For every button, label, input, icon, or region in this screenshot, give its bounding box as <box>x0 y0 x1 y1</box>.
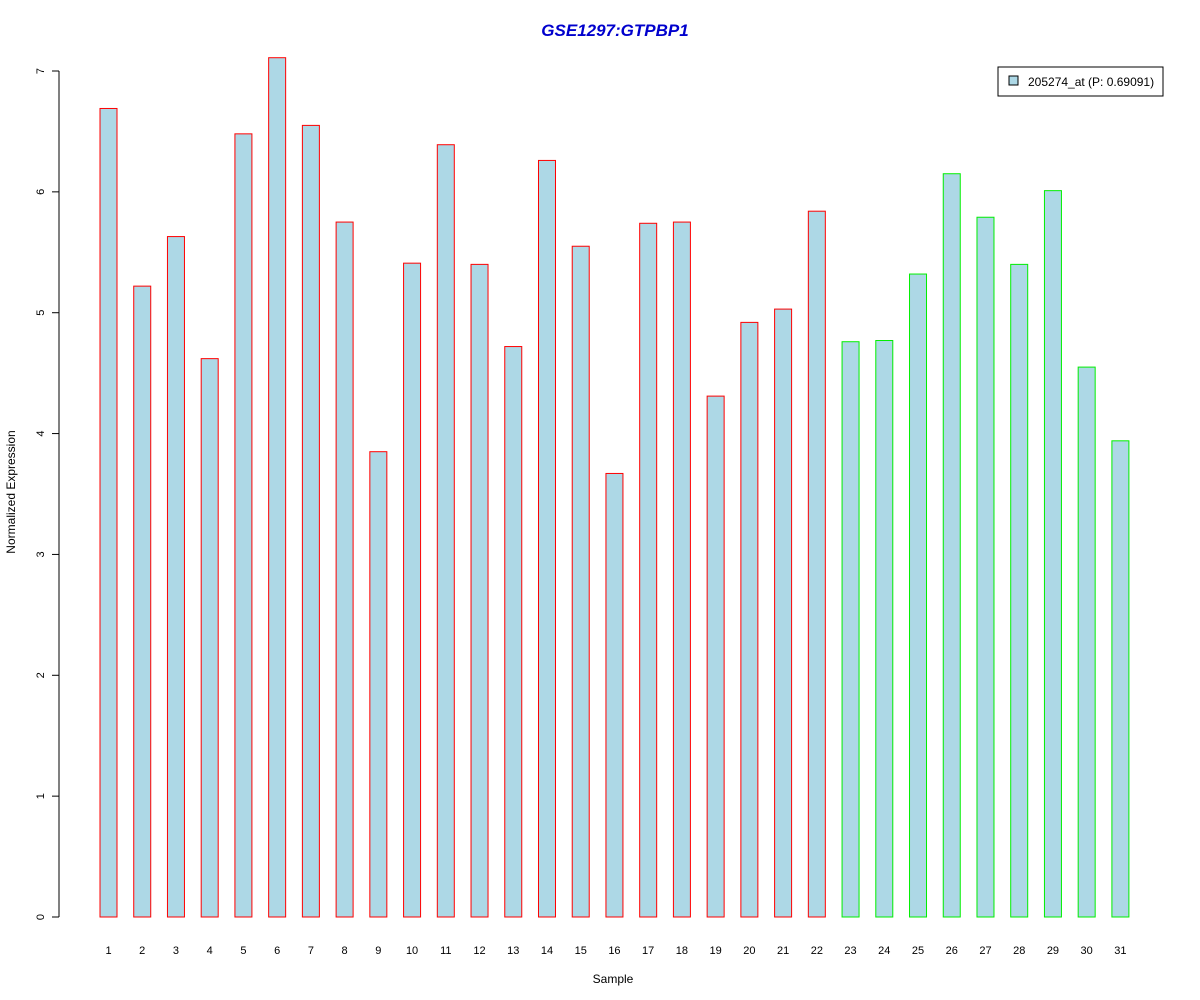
bar-sample-21 <box>774 308 793 918</box>
legend-swatch <box>1008 75 1019 86</box>
y-tick-label: 1 <box>35 793 47 799</box>
x-tick-label: 21 <box>777 945 789 957</box>
bar-sample-20 <box>740 321 759 918</box>
bar-sample-4 <box>200 358 219 918</box>
x-tick-label: 10 <box>406 945 418 957</box>
y-axis-title: Normalized Expression <box>4 430 18 553</box>
bar-sample-14 <box>537 159 556 918</box>
bar-sample-25 <box>909 273 928 918</box>
x-tick-label: 31 <box>1114 945 1126 957</box>
bar-sample-7 <box>301 124 320 918</box>
bar-sample-24 <box>875 340 894 918</box>
bar-sample-29 <box>1043 190 1062 918</box>
x-tick-label: 27 <box>979 945 991 957</box>
bar-sample-23 <box>841 341 860 918</box>
y-tick-label: 0 <box>35 914 47 920</box>
bar-sample-12 <box>470 263 489 918</box>
bar-sample-10 <box>403 262 422 918</box>
bar-sample-19 <box>706 395 725 918</box>
legend-box <box>997 66 1164 97</box>
bar-sample-9 <box>369 451 388 918</box>
x-tick-label: 28 <box>1013 945 1025 957</box>
bar-sample-3 <box>166 236 185 918</box>
x-tick-label: 24 <box>878 945 890 957</box>
x-tick-label: 5 <box>240 945 246 957</box>
x-tick-label: 13 <box>507 945 519 957</box>
x-tick-label: 20 <box>743 945 755 957</box>
x-tick-label: 6 <box>274 945 280 957</box>
bar-sample-8 <box>335 221 354 918</box>
bar-sample-2 <box>133 285 152 918</box>
x-tick-label: 15 <box>575 945 587 957</box>
y-tick-label: 2 <box>35 672 47 678</box>
x-tick-label: 3 <box>173 945 179 957</box>
y-tick-label: 4 <box>35 431 47 437</box>
bar-sample-26 <box>942 173 961 918</box>
chart-title: GSE1297:GTPBP1 <box>541 21 688 40</box>
bar-sample-13 <box>504 346 523 918</box>
x-tick-label: 7 <box>308 945 314 957</box>
bar-sample-5 <box>234 133 253 918</box>
bar-sample-16 <box>605 472 624 918</box>
bar-sample-17 <box>639 222 658 918</box>
bar-sample-22 <box>807 210 826 918</box>
x-tick-label: 11 <box>440 945 451 957</box>
x-tick-label: 12 <box>473 945 485 957</box>
x-tick-label: 9 <box>375 945 381 957</box>
y-tick-label: 7 <box>35 68 47 74</box>
bars <box>99 57 1130 918</box>
x-axis-title: Sample <box>593 972 634 986</box>
bar-sample-15 <box>571 245 590 918</box>
bar-sample-31 <box>1111 440 1130 918</box>
legend: 205274_at (P: 0.69091) <box>997 66 1164 97</box>
x-tick-label: 22 <box>811 945 823 957</box>
bar-sample-28 <box>1010 263 1029 918</box>
x-tick-label: 1 <box>105 945 111 957</box>
x-tick-label: 26 <box>946 945 958 957</box>
x-tick-label: 2 <box>139 945 145 957</box>
x-tick-label: 17 <box>642 945 654 957</box>
bar-sample-11 <box>436 144 455 918</box>
bar-sample-30 <box>1077 366 1096 918</box>
y-tick-label: 3 <box>35 551 47 557</box>
x-tick-label: 29 <box>1047 945 1059 957</box>
x-tick-labels: 1 2 3 4 5 6 7 8 9 10 11 12 13 14 15 16 17 18 19 20 21 22 23 24 2… <box>105 945 1126 957</box>
x-tick-label: 30 <box>1081 945 1093 957</box>
bar-sample-1 <box>99 107 118 918</box>
y-axis: 0 1 2 3 4 5 6 7 <box>35 68 60 920</box>
x-tick-label: 4 <box>207 945 213 957</box>
bar-sample-6 <box>268 57 287 918</box>
x-tick-label: 19 <box>710 945 722 957</box>
y-tick-label: 5 <box>35 310 47 316</box>
x-tick-label: 18 <box>676 945 688 957</box>
x-tick-label: 8 <box>342 945 348 957</box>
legend-label: 205274_at (P: 0.69091) <box>1028 75 1154 89</box>
x-tick-label: 14 <box>541 945 553 957</box>
y-tick-label: 6 <box>35 189 47 195</box>
bar-sample-18 <box>672 221 691 918</box>
x-tick-label: 16 <box>608 945 620 957</box>
bar-sample-27 <box>976 216 995 918</box>
x-tick-label: 25 <box>912 945 924 957</box>
x-tick-label: 23 <box>844 945 856 957</box>
